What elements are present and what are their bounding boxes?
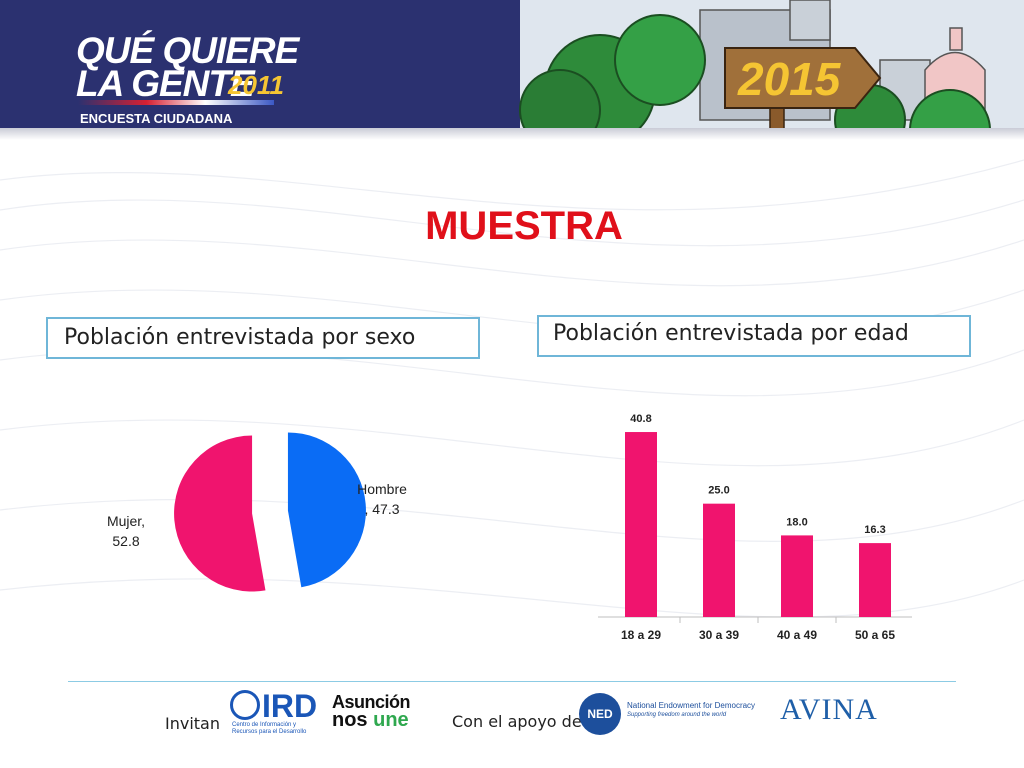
pie-slice-mujer bbox=[174, 435, 266, 592]
logo-year: 2011 bbox=[228, 70, 284, 100]
logo-line2: LA GENTE bbox=[76, 63, 255, 104]
apoyo-label: Con el apoyo de bbox=[452, 712, 582, 731]
header-banner: 2015 QUÉ QUIERE LA GENTE 2011 ENCUESTA C… bbox=[0, 0, 1024, 135]
footer-divider bbox=[68, 681, 956, 682]
pie-chart-sexo bbox=[174, 432, 366, 592]
asuncion-logo-bottom: nos une bbox=[332, 709, 418, 732]
logo-flag-stripe bbox=[78, 100, 274, 105]
ird-circle-icon bbox=[230, 690, 260, 720]
ned-logo: NED National Endowment for Democracy Sup… bbox=[579, 693, 769, 735]
bar-18-a-29 bbox=[625, 432, 657, 617]
asuncion-logo-top: Asunción bbox=[332, 692, 411, 712]
bar-value-label: 25.0 bbox=[708, 485, 729, 497]
ird-logo: IRD Centro de Información y Recursos par… bbox=[228, 688, 318, 736]
ned-circle-icon: NED bbox=[579, 693, 621, 735]
bar-chart-edad: 40.8 18 a 29 25.0 30 a 39 18.0 40 a 49 16.3 50 … bbox=[598, 413, 912, 642]
asuncion-logo-une: une bbox=[373, 709, 409, 731]
header-illustration bbox=[519, 0, 1024, 135]
x-tick-label: 40 a 49 bbox=[777, 628, 817, 642]
logo-line1: QUÉ QUIERE bbox=[76, 30, 299, 71]
invitan-label: Invitan bbox=[165, 714, 220, 733]
pie-label-mujer: Mujer, 52.8 bbox=[106, 513, 146, 549]
asuncion-nos-une-logo: Asunción nos une bbox=[332, 692, 418, 732]
x-tick-label: 50 a 65 bbox=[855, 628, 895, 642]
avina-logo: AVINA bbox=[780, 693, 878, 726]
header-shadow bbox=[0, 128, 1024, 140]
edad-title-box: Población entrevistada por edad bbox=[537, 315, 971, 357]
ned-logo-name: National Endowment for Democracy bbox=[627, 701, 756, 710]
pie-slice-hombre bbox=[287, 432, 366, 588]
bar-50-a-65 bbox=[859, 543, 891, 617]
bar-value-label: 16.3 bbox=[864, 524, 885, 536]
bar-40-a-49 bbox=[781, 535, 813, 617]
sexo-title-box: Población entrevistada por sexo bbox=[46, 317, 480, 359]
page-title: MUESTRA bbox=[425, 204, 623, 248]
bar-value-label: 40.8 bbox=[630, 413, 651, 425]
ned-logo-tagline: Supporting freedom around the world bbox=[627, 712, 727, 718]
pie-label-hombre: Hombre , 47.3 bbox=[357, 481, 407, 517]
bar-30-a-39 bbox=[703, 503, 735, 617]
bar-value-label: 18.0 bbox=[786, 516, 807, 528]
logo-subtitle: ENCUESTA CIUDADANA bbox=[80, 111, 233, 126]
x-tick-label: 30 a 39 bbox=[699, 628, 739, 642]
ird-logo-subtitle: Centro de Información y Recursos para el… bbox=[232, 722, 307, 735]
x-tick-label: 18 a 29 bbox=[621, 628, 661, 642]
ird-logo-text: IRD bbox=[262, 688, 318, 724]
sign-year: 2015 bbox=[738, 53, 841, 105]
asuncion-logo-nos: nos bbox=[332, 709, 374, 731]
